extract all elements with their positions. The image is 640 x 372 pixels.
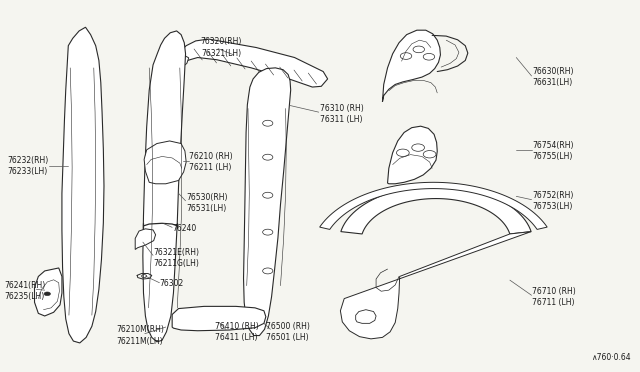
Text: 76232(RH)
76233(LH): 76232(RH) 76233(LH): [8, 155, 49, 176]
Text: 76320(RH)
76321(LH): 76320(RH) 76321(LH): [200, 38, 242, 58]
Text: 76210 (RH)
76211 (LH): 76210 (RH) 76211 (LH): [189, 152, 233, 172]
Polygon shape: [340, 232, 531, 339]
Polygon shape: [62, 27, 104, 343]
Text: ∧760‧0.64: ∧760‧0.64: [591, 353, 631, 362]
Polygon shape: [388, 126, 437, 184]
Text: 76530(RH)
76531(LH): 76530(RH) 76531(LH): [186, 193, 228, 213]
Polygon shape: [383, 30, 440, 102]
Text: 76241(RH)
76235(LH): 76241(RH) 76235(LH): [4, 281, 46, 301]
Polygon shape: [143, 31, 186, 342]
Text: 76630(RH)
76631(LH): 76630(RH) 76631(LH): [532, 67, 573, 87]
Text: 76210M(RH)
76211M(LH): 76210M(RH) 76211M(LH): [116, 326, 164, 346]
Polygon shape: [35, 268, 62, 316]
Text: 76321E(RH)
76211G(LH): 76321E(RH) 76211G(LH): [153, 248, 199, 268]
Text: 76302: 76302: [159, 279, 184, 288]
Polygon shape: [172, 307, 266, 331]
Text: 76240: 76240: [172, 224, 196, 233]
Text: 76754(RH)
76755(LH): 76754(RH) 76755(LH): [532, 141, 573, 161]
Polygon shape: [135, 229, 156, 250]
Text: 76310 (RH)
76311 (LH): 76310 (RH) 76311 (LH): [320, 104, 364, 124]
Polygon shape: [144, 141, 186, 184]
Text: 76752(RH)
76753(LH): 76752(RH) 76753(LH): [532, 191, 573, 211]
Polygon shape: [168, 55, 189, 72]
Polygon shape: [356, 310, 376, 323]
Text: 76710 (RH)
76711 (LH): 76710 (RH) 76711 (LH): [532, 287, 576, 307]
Polygon shape: [172, 39, 328, 87]
Circle shape: [44, 292, 51, 296]
Polygon shape: [244, 68, 291, 336]
Polygon shape: [341, 186, 531, 234]
Text: 76410 (RH)
76411 (LH): 76410 (RH) 76411 (LH): [215, 322, 259, 342]
Polygon shape: [319, 182, 547, 230]
Text: 76500 (RH)
76501 (LH): 76500 (RH) 76501 (LH): [266, 322, 310, 342]
